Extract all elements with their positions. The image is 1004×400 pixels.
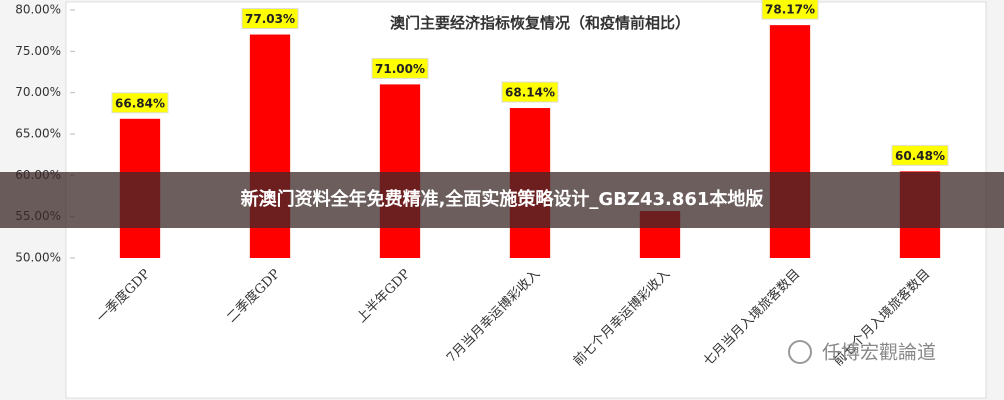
- value-label: 71.00%: [375, 62, 425, 76]
- value-label-box: [371, 57, 429, 79]
- y-tick-label: 50.00%: [15, 251, 61, 265]
- banner-text: 新澳门资料全年免费精准,全面实施策略设计_GBZ43.861本地版: [241, 188, 764, 210]
- bar: [379, 84, 421, 259]
- value-label: 66.84%: [115, 96, 165, 110]
- chart-title: 澳门主要经济指标恢复情况（和疫情前相比）: [390, 14, 690, 32]
- y-tick-label: 75.00%: [15, 44, 61, 58]
- value-label-box: [761, 0, 819, 20]
- value-label-box: [501, 81, 559, 103]
- value-label: 60.48%: [895, 149, 945, 163]
- value-label-box: [891, 144, 949, 166]
- y-tick-label: 65.00%: [15, 127, 61, 141]
- watermark: 任博宏觀論道: [822, 342, 936, 364]
- watermark-icon: [788, 340, 812, 364]
- value-label: 68.14%: [505, 86, 555, 100]
- y-tick-label: 70.00%: [15, 85, 61, 99]
- value-label: 78.17%: [765, 3, 815, 17]
- y-tick-label: 80.00%: [15, 3, 61, 17]
- banner-background: [0, 172, 1004, 228]
- value-label-box: [241, 8, 299, 30]
- value-label-box: [111, 92, 169, 114]
- value-label: 77.03%: [245, 12, 295, 26]
